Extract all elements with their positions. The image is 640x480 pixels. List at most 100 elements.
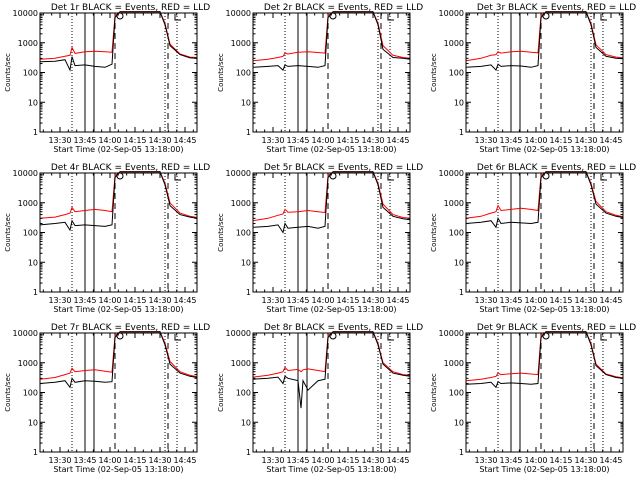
events-series-line <box>252 171 411 234</box>
y-tick-label: 100 <box>23 389 38 398</box>
y-tick-label: 100 <box>23 69 38 78</box>
x-tick-label: 13:30 <box>261 136 284 145</box>
plot-frame <box>39 332 198 453</box>
detector-panel-2: Det 2r BLACK = Events, RED = LLD 1 10 100 10… <box>217 3 423 154</box>
y-tick-label: 10000 <box>439 329 464 338</box>
x-tick-label: 14:45 <box>599 136 622 145</box>
y-tick-label: 100 <box>236 229 251 238</box>
x-tick-label: 13:45 <box>73 296 96 305</box>
bracket-marker <box>600 174 607 181</box>
events-series-line <box>465 331 624 389</box>
x-tick-label: 14:00 <box>311 296 334 305</box>
y-axis-label: Counts/sec <box>430 373 438 412</box>
y-tick-label: 10000 <box>226 169 251 178</box>
y-tick-label: 1000 <box>231 39 251 48</box>
detector-panel-5: Det 5r BLACK = Events, RED = LLD 1 10 100 10… <box>217 163 423 314</box>
x-axis-label: Start Time (02-Sep-05 13:18:00) <box>479 145 609 154</box>
lld-series-line <box>465 171 624 219</box>
panel-title: Det 6r BLACK = Events, RED = LLD <box>477 163 636 173</box>
y-tick-label: 10000 <box>226 9 251 18</box>
events-series-line <box>252 331 411 409</box>
y-axis-label: Counts/sec <box>4 373 12 412</box>
x-axis-label: Start Time (02-Sep-05 13:18:00) <box>266 465 396 474</box>
y-tick-label: 100 <box>449 69 464 78</box>
detector-panel-7: Det 7r BLACK = Events, RED = LLD 1 10 100 10… <box>4 323 210 474</box>
x-tick-label: 14:45 <box>173 296 196 305</box>
y-tick-label: 1 <box>33 128 38 137</box>
y-tick-label: 1000 <box>444 199 464 208</box>
detector-panel-1: Det 1r BLACK = Events, RED = LLD 1 10 100 10… <box>4 3 210 154</box>
x-tick-label: 13:45 <box>499 296 522 305</box>
bracket-marker <box>600 14 607 21</box>
x-tick-label: 13:30 <box>261 296 284 305</box>
panel-title: Det 2r BLACK = Events, RED = LLD <box>264 3 423 13</box>
x-tick-label: 13:45 <box>499 456 522 465</box>
x-tick-label: 14:45 <box>386 296 409 305</box>
x-tick-label: 13:30 <box>48 456 71 465</box>
events-series-line <box>39 171 198 232</box>
y-tick-label: 10000 <box>13 9 38 18</box>
y-tick-label: 10 <box>454 98 464 107</box>
plot-frame <box>465 332 624 453</box>
plot-frame <box>252 332 411 453</box>
x-tick-label: 14:45 <box>173 136 196 145</box>
detector-panel-6: Det 6r BLACK = Events, RED = LLD 1 10 100 10… <box>430 163 636 314</box>
x-tick-label: 14:00 <box>311 136 334 145</box>
panel-title: Det 3r BLACK = Events, RED = LLD <box>477 3 636 13</box>
plot-frame <box>465 172 624 293</box>
x-tick-label: 13:45 <box>286 136 309 145</box>
y-axis-label: Counts/sec <box>217 213 225 252</box>
x-tick-label: 14:30 <box>361 136 384 145</box>
plot-frame <box>252 12 411 133</box>
events-series-line <box>252 11 411 71</box>
y-axis-label: Counts/sec <box>217 373 225 412</box>
x-tick-label: 13:45 <box>286 456 309 465</box>
y-tick-label: 10 <box>28 418 38 427</box>
y-tick-label: 10000 <box>13 169 38 178</box>
events-series-line <box>39 11 198 72</box>
lld-series-line <box>252 171 411 222</box>
x-tick-label: 14:30 <box>148 136 171 145</box>
panel-title: Det 8r BLACK = Events, RED = LLD <box>264 323 423 333</box>
y-tick-label: 100 <box>449 229 464 238</box>
y-tick-label: 100 <box>236 389 251 398</box>
x-tick-label: 14:15 <box>336 296 359 305</box>
y-axis-label: Counts/sec <box>430 53 438 92</box>
y-tick-label: 100 <box>236 69 251 78</box>
x-tick-label: 14:45 <box>599 456 622 465</box>
x-axis-label: Start Time (02-Sep-05 13:18:00) <box>53 465 183 474</box>
y-tick-label: 1 <box>459 448 464 457</box>
plot-frame <box>465 12 624 133</box>
x-tick-label: 13:30 <box>474 296 497 305</box>
x-tick-label: 14:15 <box>336 456 359 465</box>
panel-title: Det 7r BLACK = Events, RED = LLD <box>51 323 210 333</box>
x-tick-label: 14:15 <box>123 136 146 145</box>
x-tick-label: 14:00 <box>98 456 121 465</box>
y-tick-label: 10000 <box>226 329 251 338</box>
x-tick-label: 13:30 <box>48 296 71 305</box>
y-tick-label: 1000 <box>231 199 251 208</box>
y-tick-label: 100 <box>23 229 38 238</box>
x-tick-label: 14:30 <box>574 136 597 145</box>
y-tick-label: 10 <box>454 418 464 427</box>
x-tick-label: 14:45 <box>599 296 622 305</box>
y-tick-label: 1000 <box>18 39 38 48</box>
y-tick-label: 1000 <box>444 359 464 368</box>
y-tick-label: 10 <box>28 258 38 267</box>
y-tick-label: 10 <box>454 258 464 267</box>
x-tick-label: 13:30 <box>261 456 284 465</box>
x-tick-label: 14:15 <box>549 456 572 465</box>
x-tick-label: 14:00 <box>524 296 547 305</box>
x-axis-label: Start Time (02-Sep-05 13:18:00) <box>479 305 609 314</box>
x-tick-label: 14:45 <box>386 136 409 145</box>
bracket-marker <box>387 334 394 341</box>
panel-title: Det 9r BLACK = Events, RED = LLD <box>477 323 636 333</box>
x-tick-label: 14:00 <box>524 456 547 465</box>
y-tick-label: 10 <box>241 258 251 267</box>
y-axis-label: Counts/sec <box>430 213 438 252</box>
y-axis-label: Counts/sec <box>4 53 12 92</box>
y-axis-label: Counts/sec <box>4 213 12 252</box>
x-tick-label: 13:30 <box>474 136 497 145</box>
x-tick-label: 14:15 <box>123 456 146 465</box>
